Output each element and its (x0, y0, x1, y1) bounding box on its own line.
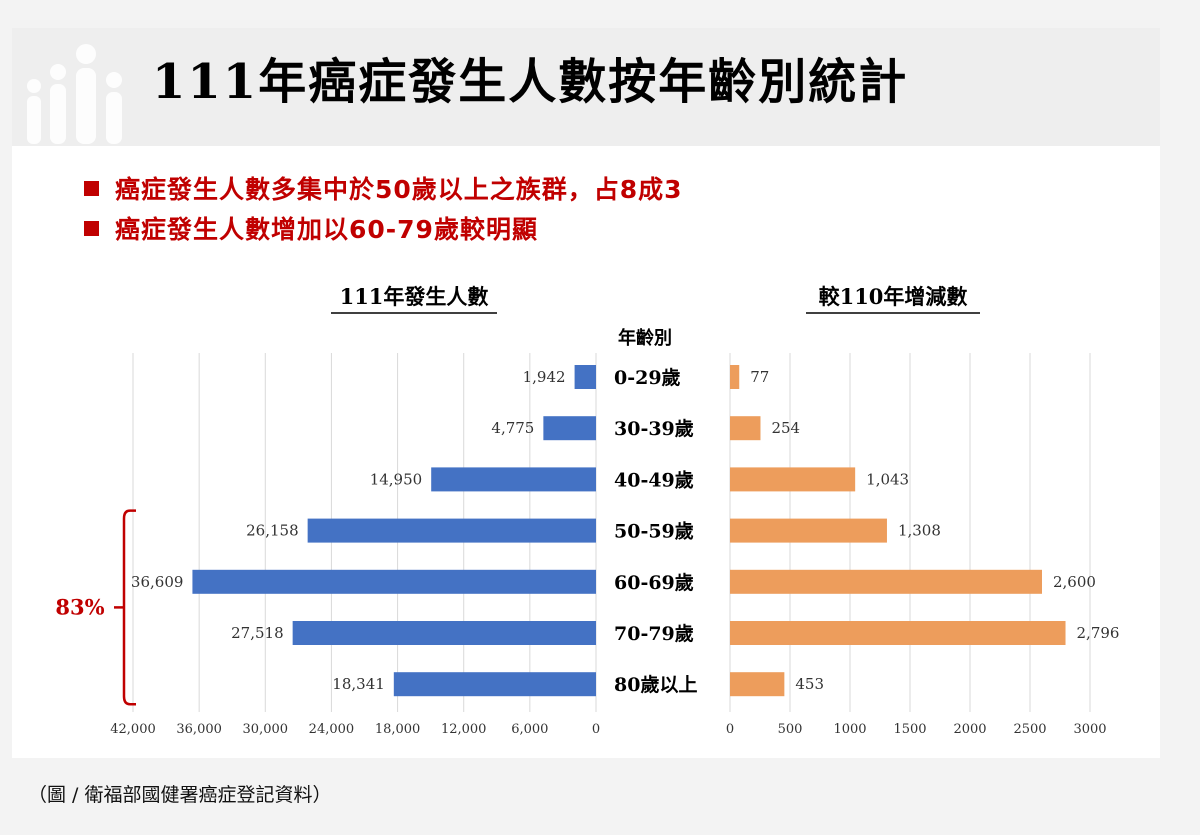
data-label: 14,950 (370, 470, 423, 488)
bar-right (730, 569, 1042, 594)
source-caption: （圖 / 衛福部國健署癌症登記資料） (28, 784, 332, 806)
data-label: 2,600 (1053, 573, 1096, 591)
square-bullet-icon (84, 220, 99, 236)
x-tick-label: 1000 (833, 722, 866, 737)
bar-right (730, 365, 740, 389)
annotation-bracket (122, 509, 136, 706)
x-tick-label: 3000 (1073, 722, 1106, 737)
data-label: 26,158 (246, 522, 299, 540)
bullet-text: 癌症發生人數增加以60-79歲較明顯 (115, 215, 538, 244)
data-label: 1,308 (898, 522, 941, 540)
x-tick-label: 2500 (1013, 722, 1046, 737)
x-tick-label: 1500 (893, 722, 926, 737)
data-label: 77 (750, 368, 769, 386)
x-tick-label: 42,000 (110, 722, 156, 737)
x-tick-label: 2000 (953, 722, 986, 737)
data-label: 1,942 (523, 368, 566, 386)
data-label: 1,043 (866, 470, 909, 488)
bar-left (307, 518, 596, 543)
data-label: 2,796 (1077, 624, 1120, 642)
x-tick-label: 30,000 (243, 722, 289, 737)
bullet-item: 癌症發生人數多集中於50歲以上之族群，占8成3 (84, 168, 683, 208)
x-tick-label: 0 (726, 722, 734, 737)
data-label: 453 (795, 675, 824, 693)
bar-right (730, 416, 761, 441)
category-header: 年齡別 (618, 327, 672, 349)
chart-title: 較110年增減數 (819, 284, 968, 309)
chart-area: 0 6,000 12,000 18,000 24,000 30,000 36,000 42,0… (55, 284, 1120, 737)
title-band: 111年癌症發生人數按年齡別統計 (12, 28, 1160, 146)
people-group-icon (27, 44, 122, 144)
bullet-text: 癌症發生人數多集中於50歲以上之族群，占8成3 (115, 175, 683, 204)
bar-right (730, 621, 1066, 645)
bar-right (730, 467, 856, 492)
category-label: 60-69歲 (614, 571, 694, 594)
x-tick-label: 24,000 (309, 722, 355, 737)
data-label: 4,775 (491, 419, 534, 437)
bar-left (393, 672, 596, 697)
bar-left (192, 569, 596, 594)
annotation-label: 83% (55, 594, 104, 619)
square-bullet-icon (84, 180, 99, 196)
data-label: 27,518 (231, 624, 284, 642)
bar-left (574, 365, 596, 389)
x-tick-label: 18,000 (375, 722, 421, 737)
data-label: 18,341 (332, 675, 385, 693)
data-label: 36,609 (131, 573, 184, 591)
bullet-item: 癌症發生人數增加以60-79歲較明顯 (84, 208, 683, 248)
category-label: 40-49歲 (614, 468, 694, 491)
x-tick-label: 6,000 (511, 722, 548, 737)
bullet-list: 癌症發生人數多集中於50歲以上之族群，占8成3 癌症發生人數增加以60-79歲較… (84, 168, 683, 248)
x-tick-label: 36,000 (176, 722, 222, 737)
x-tick-label: 500 (778, 722, 803, 737)
bar-left (431, 467, 596, 492)
chart-title: 111年發生人數 (340, 284, 489, 309)
bar-right (730, 518, 887, 543)
data-label: 254 (771, 419, 800, 437)
bar-left (292, 621, 596, 645)
category-label: 80歲以上 (614, 673, 697, 696)
bar-right (730, 672, 785, 697)
x-tick-label: 12,000 (441, 722, 487, 737)
x-tick-label: 0 (592, 722, 600, 737)
bar-left (543, 416, 596, 441)
category-label: 30-39歲 (614, 417, 694, 440)
category-label: 0-29歲 (614, 366, 681, 389)
category-label: 70-79歲 (614, 622, 694, 645)
page-title: 111年癌症發生人數按年齡別統計 (152, 54, 909, 110)
category-label: 50-59歲 (614, 520, 694, 543)
